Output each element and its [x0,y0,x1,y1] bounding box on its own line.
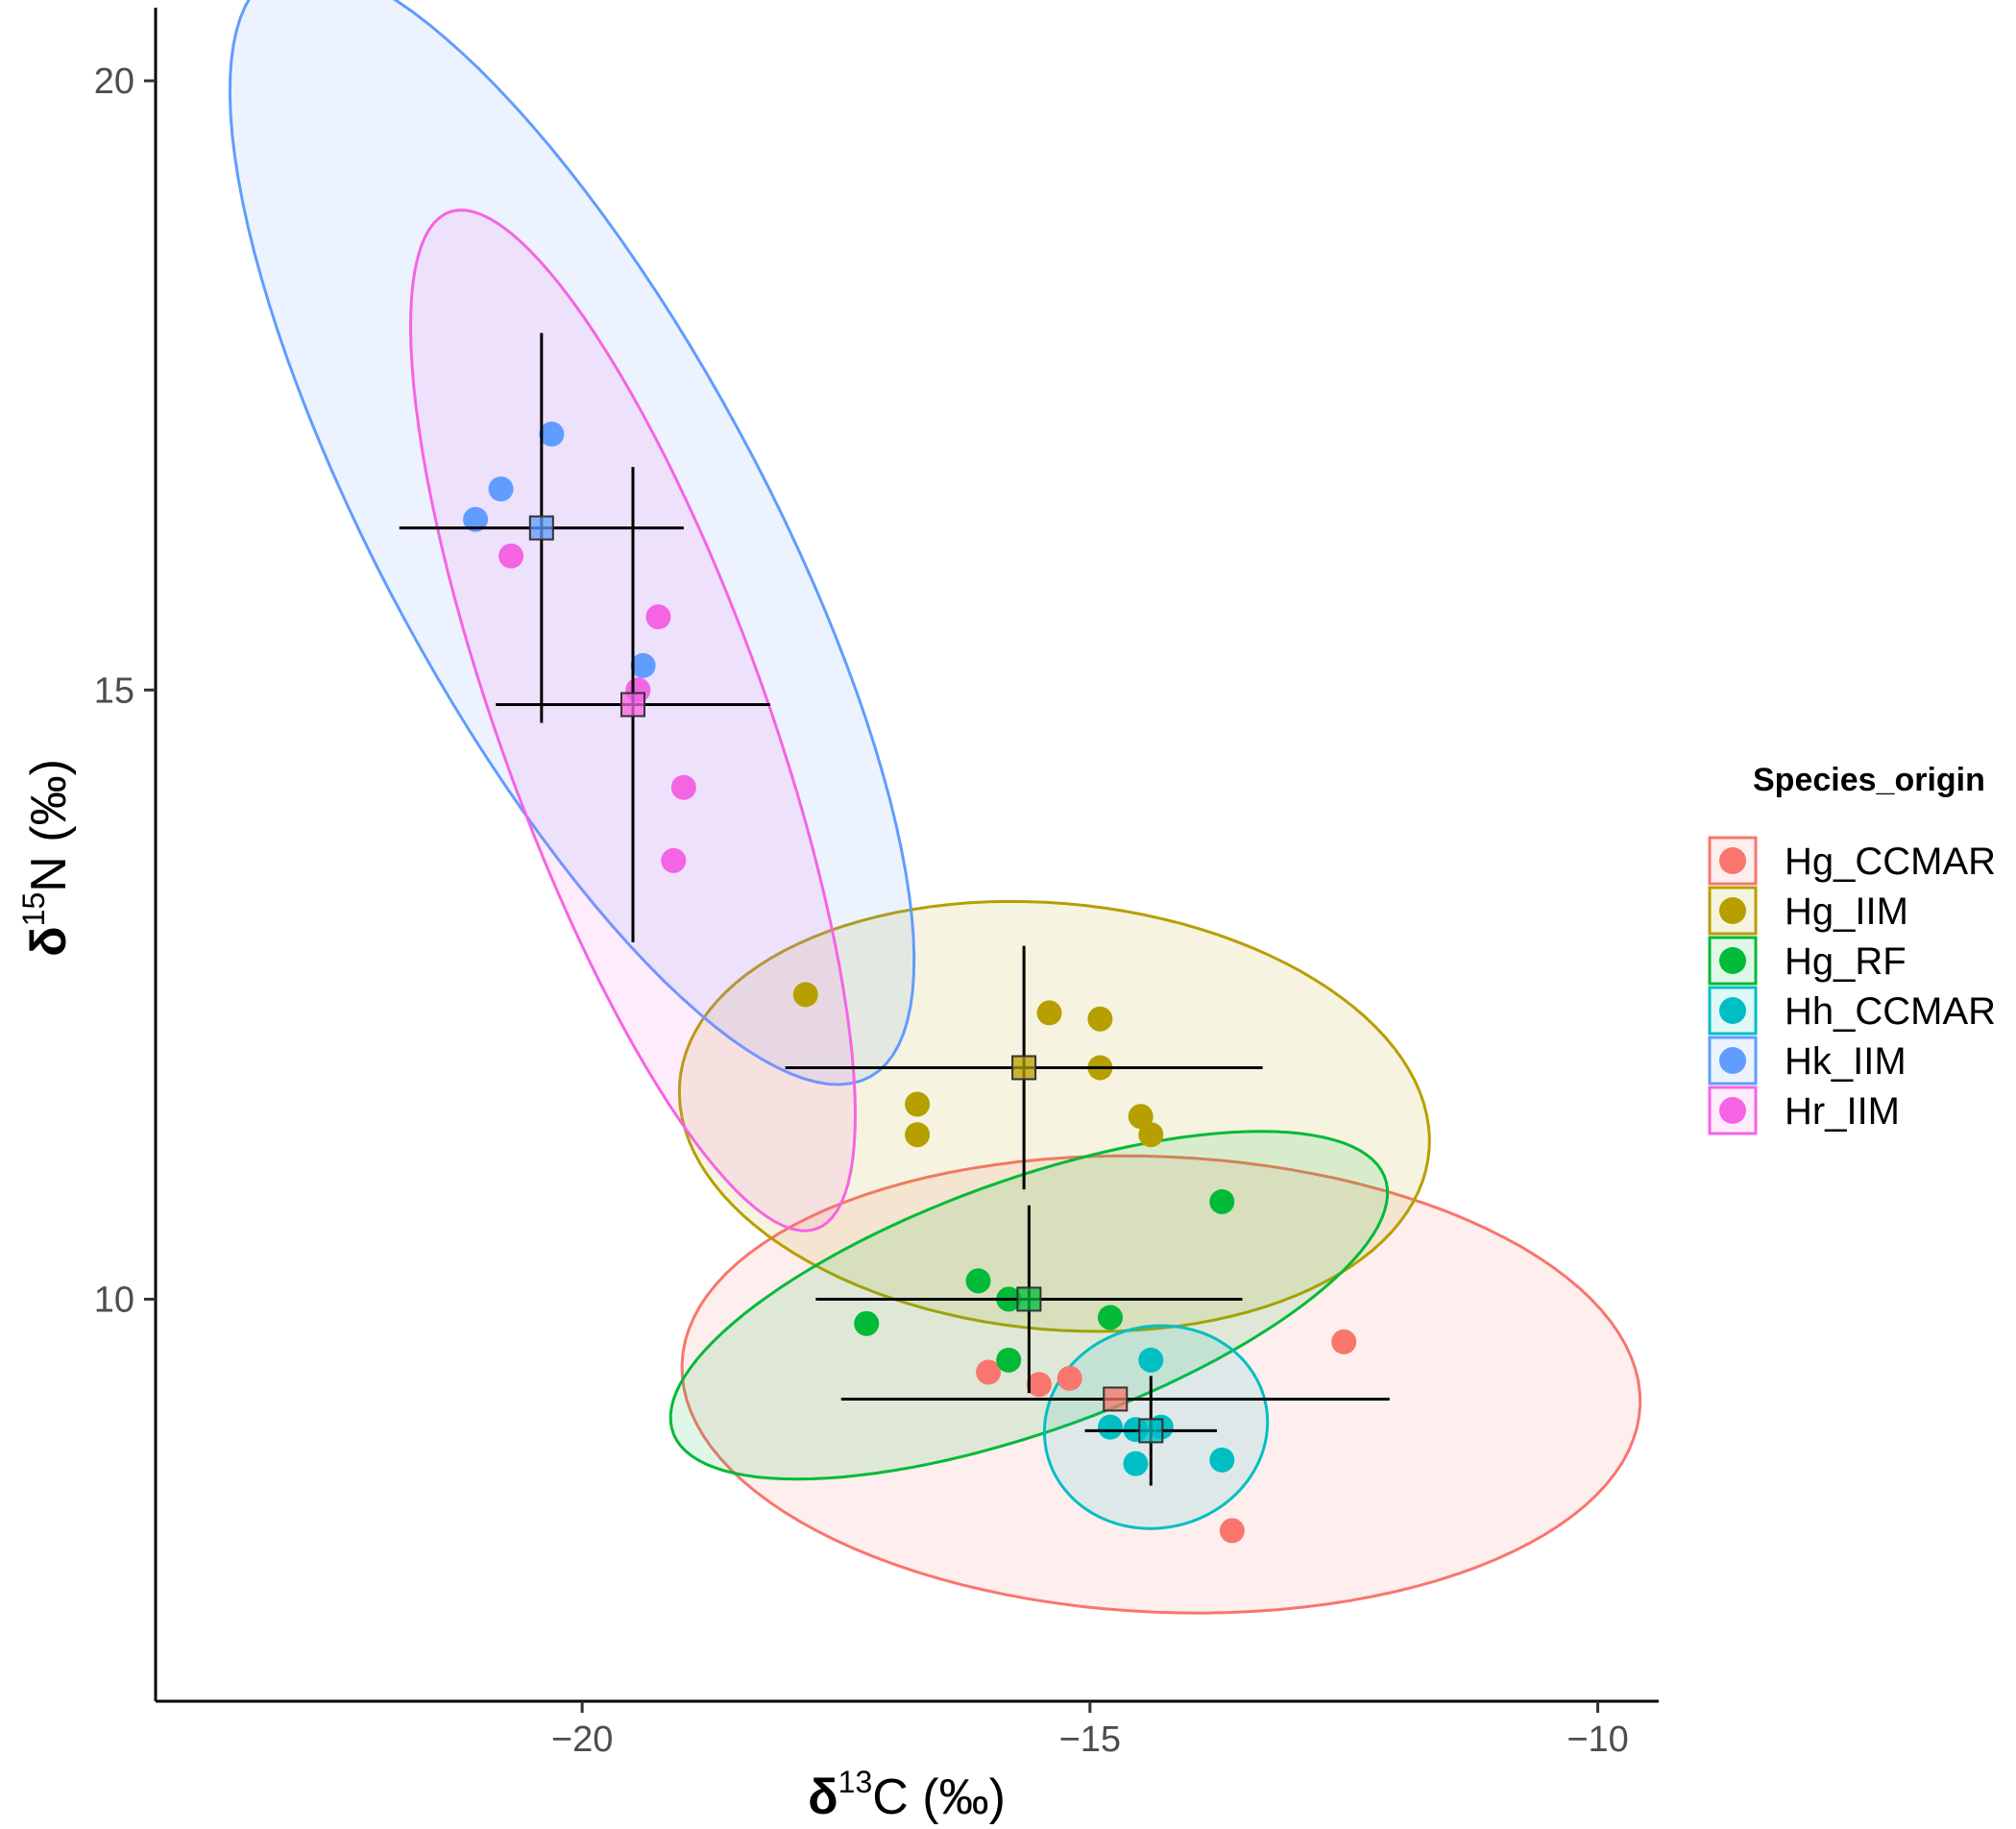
legend-label-hh-ccmar: Hh_CCMAR [1785,990,1996,1033]
point-hh-ccmar-1 [1097,1414,1123,1440]
y-axis-title-prefix: δ [21,926,77,957]
point-hh-ccmar-4 [1123,1451,1149,1476]
legend-dot-hr-iim [1719,1097,1746,1124]
mean-marker-hh-ccmar [1138,1418,1164,1444]
legend-dot-hg-ccmar [1719,847,1746,874]
point-hg-rf-4 [1097,1305,1123,1330]
x-tick-label-1: −15 [1059,1719,1121,1760]
point-hg-ccmar-2 [1057,1365,1082,1391]
tick-layer: −20 −15 −10 10 15 20 [94,61,1629,1760]
ellipse-layer [228,0,1642,1615]
legend: Hg_CCMAR Hg_IIM Hg_RF Hh_CCMAR Hk_IIM Hr_IIM [1708,836,1996,1135]
point-hg-iim-7 [1138,1122,1164,1148]
y-tick-label-0: 10 [94,1280,134,1320]
point-hg-rf-1 [965,1268,991,1294]
point-hg-ccmar-3 [1331,1329,1357,1354]
legend-dot-hg-iim [1719,897,1746,924]
legend-label-hr-iim: Hr_IIM [1785,1090,1900,1133]
point-hg-rf-0 [1209,1188,1235,1214]
ellipse-hg-ccmar [680,1154,1642,1615]
point-hg-iim-0 [792,982,818,1008]
legend-label-hg-ccmar: Hg_CCMAR [1785,841,1996,883]
mean-layer [528,515,1164,1444]
x-axis-title-suffix: C (‰) [872,1769,1006,1825]
ellipse-hk-iim [228,0,916,1086]
legend-label-hg-rf: Hg_RF [1785,940,1907,983]
point-hg-iim-1 [1036,1000,1062,1026]
point-hg-iim-4 [905,1122,931,1148]
x-tick-label-2: −10 [1567,1719,1628,1760]
legend-dot-hh-ccmar [1719,997,1746,1024]
legend-title: Species_origin [1753,762,1985,798]
y-tick-label-2: 20 [94,61,134,102]
mean-marker-hk-iim [528,515,554,541]
point-hr-iim-3 [670,774,696,800]
point-hg-iim-3 [905,1091,931,1117]
point-hh-ccmar-5 [1209,1447,1235,1473]
point-hr-iim-0 [498,543,524,569]
point-hg-iim-6 [1128,1104,1154,1130]
mean-marker-hr-iim [619,692,645,718]
x-axis-title: δ13C (‰) [808,1765,1006,1825]
point-hg-rf-3 [854,1310,880,1336]
point-hg-ccmar-0 [976,1359,1002,1385]
point-hh-ccmar-0 [1138,1347,1164,1373]
x-tick-label-0: −20 [551,1719,613,1760]
point-hg-rf-5 [996,1347,1022,1373]
point-hg-ccmar-4 [1219,1518,1245,1544]
y-axis-title-sup: 15 [16,892,51,927]
y-axis-title-suffix: N (‰) [21,759,77,892]
legend-label-hk-iim: Hk_IIM [1785,1040,1907,1083]
point-hk-iim-2 [463,506,489,532]
mean-marker-hg-rf [1016,1286,1042,1312]
mean-marker-hg-ccmar [1103,1386,1129,1412]
point-hg-iim-2 [1087,1006,1113,1032]
legend-dot-hk-iim [1719,1047,1746,1074]
mean-marker-hg-iim [1011,1055,1037,1081]
y-tick-label-1: 15 [94,671,134,711]
x-axis-title-prefix: δ [808,1769,838,1825]
point-hr-iim-1 [645,604,671,630]
point-hk-iim-3 [630,652,656,678]
point-hk-iim-0 [539,421,565,447]
point-hg-ccmar-1 [1026,1372,1052,1398]
x-axis-title-sup: 13 [838,1765,873,1799]
legend-dot-hg-rf [1719,947,1746,974]
ellipse-hg-iim [677,899,1431,1333]
legend-label-hg-iim: Hg_IIM [1785,890,1908,933]
point-hk-iim-1 [488,476,514,501]
point-hr-iim-4 [661,847,687,873]
y-axis-title: δ15N (‰) [16,759,77,957]
